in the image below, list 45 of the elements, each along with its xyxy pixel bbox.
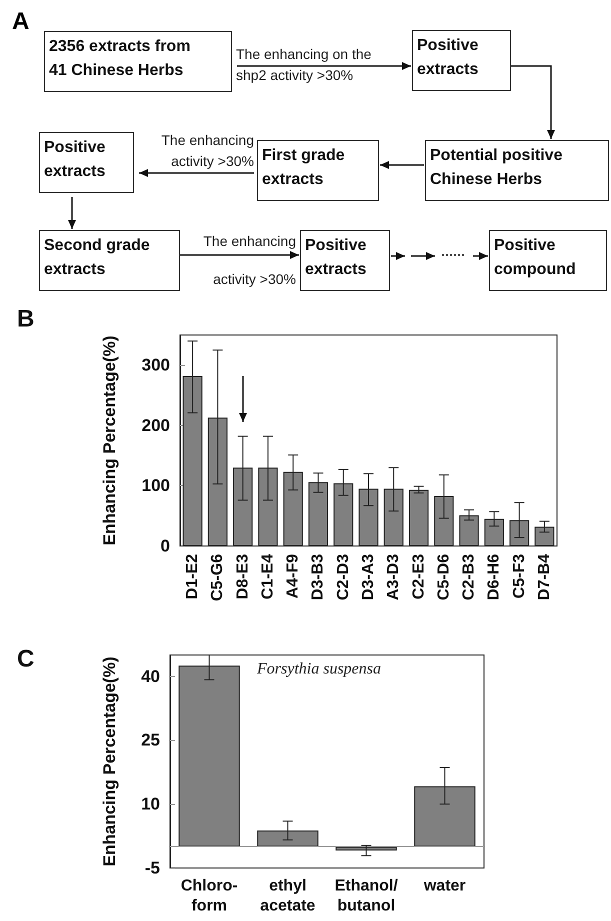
y-tick-label: -5 (144, 858, 160, 878)
y-tick-label: 300 (142, 356, 170, 375)
x-tick-label: C2-E3 (410, 554, 428, 600)
x-tick-label: D3-A3 (360, 554, 377, 600)
x-tick-label: Chloro- form (180, 878, 238, 914)
x-tick-label: D1-E2 (184, 554, 202, 600)
annotation: Forsythia suspensa (256, 660, 381, 678)
x-tick-label: C1-E4 (259, 554, 276, 600)
x-tick-label: D3-B3 (310, 554, 327, 600)
chart-title: C (17, 646, 34, 672)
y-tick-label: 10 (141, 794, 160, 814)
x-tick-label: water (422, 878, 466, 894)
y-axis-title: Enhancing Percentage(%) (100, 336, 119, 546)
x-tick-label: A4-F9 (284, 554, 302, 598)
text: Positive compound (489, 230, 607, 291)
text: The enhancing activity >30% (160, 131, 254, 171)
y-axis-title: Enhancing Percentage(%) (100, 656, 119, 866)
y-tick-label: 200 (142, 416, 170, 435)
text: Positive extracts (39, 132, 134, 193)
text: Second grade extracts (39, 230, 180, 291)
x-tick-label: C5-G6 (209, 554, 226, 602)
x-tick-label: A3-D3 (385, 554, 402, 600)
y-tick-label: 25 (141, 730, 160, 750)
bar (336, 846, 397, 851)
text: Positive extracts (300, 230, 390, 291)
text: Potential positive Chinese Herbs (425, 140, 609, 201)
text: A (12, 8, 30, 36)
x-tick-label: C5-F3 (510, 554, 528, 598)
text: The enhancing activity >30% (203, 233, 296, 287)
y-tick-label: 40 (141, 666, 160, 686)
x-tick-label: D8-E3 (234, 554, 252, 600)
x-tick-label: D6-H6 (486, 554, 503, 600)
x-tick-label: Ethanol/ butanol (334, 878, 398, 914)
text: Positive extracts (412, 30, 511, 91)
y-tick-label: 0 (160, 536, 170, 556)
x-tick-label: C5-D6 (435, 554, 452, 600)
text: 2356 extracts from 41 Chinese Herbs (44, 31, 232, 92)
x-tick-label: ethyl acetate (260, 878, 316, 914)
chart-title: B (17, 306, 34, 332)
x-tick-label: C2-D3 (334, 554, 352, 600)
x-tick-label: D7-B4 (536, 554, 553, 600)
x-tick-label: C2-B3 (460, 554, 478, 600)
text: The enhancing on the shp2 activity >30% (236, 45, 372, 85)
text: First grade extracts (257, 140, 379, 201)
y-tick-label: 100 (142, 476, 170, 496)
